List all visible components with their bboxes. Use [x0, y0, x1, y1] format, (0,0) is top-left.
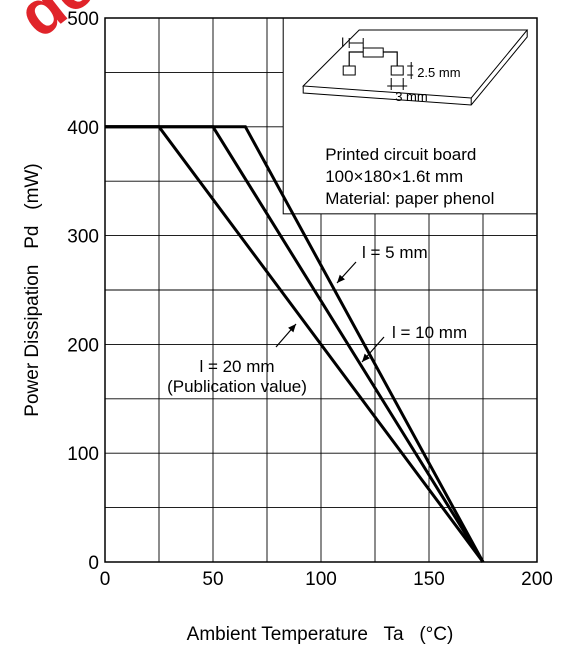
lead-right	[383, 51, 398, 66]
lead-length-label: l	[341, 35, 344, 50]
x-tick-label: 150	[413, 569, 445, 590]
series-line-3	[105, 125, 485, 563]
tick-labels: 0 50 100 150 200 0 100 200 300 400 500	[67, 9, 553, 590]
annotation-arrowhead	[337, 274, 345, 283]
lead-left	[348, 51, 364, 66]
pad-length-label: 3 mm	[395, 89, 428, 104]
y-tick-label: 400	[67, 118, 99, 139]
curve-annotations: l = 5 mm l = 10 mm l = 20 mm(Publication v…	[167, 243, 467, 396]
y-tick-label: 500	[67, 9, 99, 30]
plot-frame	[104, 17, 538, 563]
annotation-arrowhead	[362, 353, 370, 362]
inset-caption-line: Material: paper phenol	[325, 189, 494, 208]
pad-width-label: 2.5 mm	[417, 65, 460, 80]
x-tick-label: 0	[100, 569, 111, 590]
x-tick-label: 100	[305, 569, 337, 590]
plot-border	[104, 17, 538, 563]
y-tick-label: 0	[88, 553, 99, 574]
pad-left	[342, 65, 356, 76]
inset-caption-line: 100×180×1.6t mm	[325, 167, 463, 186]
pad-right	[390, 65, 404, 76]
annotation-label: (Publication value)	[167, 377, 307, 396]
curve-series	[105, 125, 485, 563]
annotation-label: l = 10 mm	[392, 323, 467, 342]
y-tick-label: 200	[67, 335, 99, 356]
x-axis-label: Ambient Temperature Ta (°C)	[187, 624, 454, 645]
annotation-label: l = 20 mm	[199, 357, 274, 376]
y-tick-label: 100	[67, 444, 99, 465]
inset-caption-line: Printed circuit board	[325, 145, 476, 164]
inset-pcb-diagram: l 2.5 mm 3 mm Printed circuit board 100×180×…	[282, 17, 538, 215]
diode-body	[362, 47, 384, 58]
x-tick-label: 50	[202, 569, 223, 590]
y-tick-label: 300	[67, 227, 99, 248]
y-axis-label: Power Dissipation Pd (mW)	[22, 163, 43, 416]
x-tick-label: 200	[521, 569, 553, 590]
annotation-label: l = 5 mm	[362, 243, 428, 262]
annotation-arrowhead	[288, 324, 296, 333]
